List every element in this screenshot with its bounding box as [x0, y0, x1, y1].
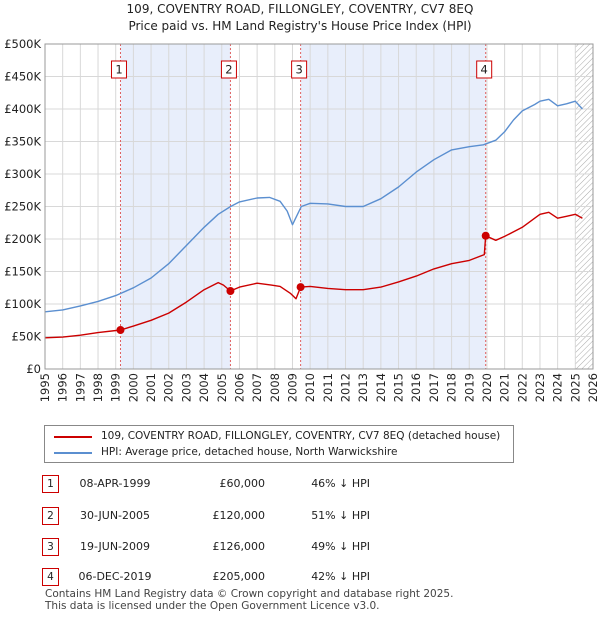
sale-price: £205,000	[212, 570, 266, 583]
x-tick-label: 2024	[551, 373, 565, 402]
sale-hpi-comparison: 42% ↓ HPI	[311, 570, 370, 583]
sale-price: £126,000	[212, 540, 266, 553]
x-tick-label: 2002	[162, 373, 176, 402]
sale-date: 08-APR-1999	[79, 477, 151, 490]
sale-price: £120,000	[212, 509, 266, 522]
x-tick-label: 2001	[144, 373, 158, 402]
legend: 109, COVENTRY ROAD, FILLONGLEY, COVENTRY…	[44, 425, 514, 463]
y-tick-label: £300K	[4, 167, 41, 181]
sale-label: 4	[481, 63, 488, 77]
sale-label: 1	[115, 63, 122, 77]
x-tick-label: 1996	[56, 373, 70, 402]
x-tick-label: 2017	[427, 373, 441, 402]
x-tick-label: 2000	[126, 373, 140, 402]
sale-number-badge: 1	[42, 475, 59, 493]
sale-label-box	[220, 60, 237, 79]
x-tick-label: 2021	[498, 373, 512, 402]
sale-hpi-comparison: 49% ↓ HPI	[311, 540, 370, 553]
sale-hpi-comparison: 46% ↓ HPI	[311, 477, 370, 490]
sale-label-box	[291, 60, 308, 79]
sale-price: £60,000	[219, 477, 266, 490]
sale-row: 3 19-JUN-2009 £126,000 49% ↓ HPI	[0, 537, 600, 557]
y-tick-label: £200K	[4, 232, 41, 246]
x-tick-label: 1999	[109, 373, 123, 402]
y-tick-label: £50K	[12, 330, 42, 344]
x-tick-label: 2004	[197, 373, 211, 402]
x-tick-label: 1998	[91, 373, 105, 402]
legend-swatch-price-paid	[54, 436, 92, 438]
sale-number-badge: 4	[42, 568, 59, 586]
x-tick-label: 2020	[480, 373, 494, 402]
sale-row: 4 06-DEC-2019 £205,000 42% ↓ HPI	[0, 567, 600, 587]
y-tick-label: £250K	[4, 200, 41, 214]
y-tick-label: £450K	[4, 70, 41, 84]
sale-label-box	[476, 60, 493, 79]
sale-date: 19-JUN-2009	[79, 540, 151, 553]
sale-hpi-comparison: 51% ↓ HPI	[311, 509, 370, 522]
x-tick-label: 2015	[392, 373, 406, 402]
x-tick-label: 2023	[533, 373, 547, 402]
x-tick-label: 2025	[568, 373, 582, 402]
sale-label-box	[110, 60, 127, 79]
x-tick-label: 1997	[73, 373, 87, 402]
x-tick-label: 2026	[586, 373, 600, 402]
x-tick-label: 2008	[268, 373, 282, 402]
hpi-line	[44, 98, 583, 313]
sale-number-badge: 2	[42, 507, 59, 525]
plot-area-border	[44, 43, 594, 370]
price-chart: 1 2 3 4 £0 £50K £100K £150K £200K £250K £300K £350…	[4, 37, 600, 402]
x-tick-label: 1995	[38, 373, 52, 402]
chart-title-line-2: Price paid vs. HM Land Registry's House …	[128, 19, 472, 33]
x-tick-label: 2018	[445, 373, 459, 402]
x-tick-label: 2014	[374, 373, 388, 402]
sale-point	[296, 283, 305, 292]
x-tick-label: 2005	[215, 373, 229, 402]
x-tick-label: 2022	[515, 373, 529, 402]
sale-label: 2	[225, 63, 232, 77]
y-tick-label: £500K	[4, 37, 41, 51]
sale-row: 2 30-JUN-2005 £120,000 51% ↓ HPI	[0, 506, 600, 526]
y-tick-label: £150K	[4, 265, 41, 279]
legend-swatch-hpi	[54, 452, 92, 454]
sale-date: 06-DEC-2019	[78, 570, 152, 583]
y-tick-label: £400K	[4, 102, 41, 116]
sale-point	[226, 287, 235, 295]
x-tick-label: 2019	[462, 373, 476, 402]
x-tick-label: 2006	[232, 373, 246, 402]
x-tick-label: 2013	[356, 373, 370, 402]
price-paid-line	[44, 211, 583, 339]
legend-label-price-paid: 109, COVENTRY ROAD, FILLONGLEY, COVENTRY…	[101, 430, 501, 442]
footer-licence: This data is licensed under the Open Gov…	[45, 600, 380, 612]
x-tick-label: 2016	[409, 373, 423, 402]
x-tick-label: 2007	[250, 373, 264, 402]
x-tick-label: 2012	[339, 373, 353, 402]
x-tick-label: 2010	[303, 373, 317, 402]
sale-label: 3	[295, 63, 302, 77]
y-tick-label: £350K	[4, 135, 41, 149]
y-tick-label: £100K	[4, 297, 41, 311]
chart-title-line-1: 109, COVENTRY ROAD, FILLONGLEY, COVENTRY…	[126, 2, 474, 16]
footer-copyright: Contains HM Land Registry data © Crown c…	[45, 588, 454, 600]
chart-title: 109, COVENTRY ROAD, FILLONGLEY, COVENTRY…	[0, 1, 600, 35]
legend-label-hpi: HPI: Average price, detached house, Nort…	[101, 446, 398, 458]
sale-point	[481, 231, 490, 240]
x-tick-label: 2009	[285, 373, 299, 402]
y-tick-label: £0	[26, 362, 41, 376]
sale-point	[116, 326, 125, 334]
sale-number-badge: 3	[42, 538, 59, 556]
sale-date: 30-JUN-2005	[79, 509, 151, 522]
footer: Contains HM Land Registry data © Crown c…	[45, 588, 453, 612]
x-tick-label: 2003	[179, 373, 193, 402]
x-tick-label: 2011	[321, 373, 335, 402]
sale-row: 1 08-APR-1999 £60,000 46% ↓ HPI	[0, 474, 600, 494]
